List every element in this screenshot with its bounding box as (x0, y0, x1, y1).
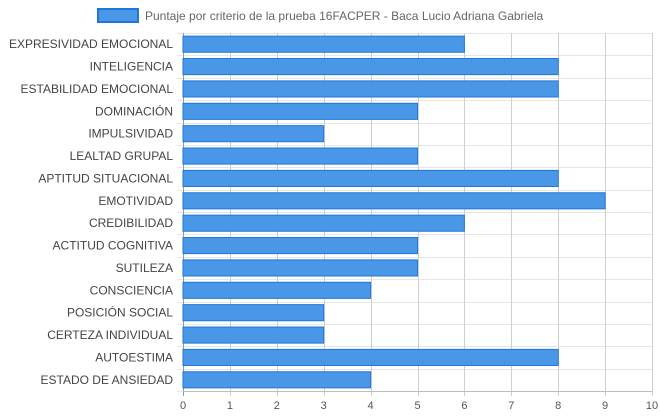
x-tick-label: 8 (555, 400, 561, 412)
category-label: DOMINACIÓN (95, 103, 173, 118)
category-label: IMPULSIVIDAD (88, 127, 173, 141)
bar[interactable] (182, 58, 559, 76)
category-label: EXPRESIVIDAD EMOCIONAL (9, 37, 173, 51)
bar[interactable] (182, 169, 559, 187)
category-label: CONSCIENCIA (90, 283, 173, 297)
x-tick-label: 7 (508, 400, 514, 412)
x-tick-label: 3 (321, 400, 327, 412)
x-tick-label: 4 (368, 400, 374, 412)
category-label: ESTADO DE ANSIEDAD (41, 373, 174, 387)
x-tick-labels: 0 1 2 3 4 5 6 7 8 9 10 (180, 400, 658, 412)
bar[interactable] (182, 259, 418, 277)
bars (182, 35, 606, 389)
bar[interactable] (182, 326, 325, 344)
category-label: CERTEZA INDIVIDUAL (47, 328, 173, 342)
bar[interactable] (182, 192, 606, 210)
category-label: AUTOESTIMA (95, 350, 173, 364)
bar[interactable] (182, 80, 559, 98)
category-label: POSICIÓN SOCIAL (67, 305, 173, 320)
bar[interactable] (182, 281, 372, 299)
grid (177, 33, 653, 396)
category-label: INTELIGENCIA (90, 60, 173, 74)
category-label: APTITUD SITUACIONAL (38, 171, 173, 185)
x-tick-label: 1 (227, 400, 233, 412)
x-tick-label: 10 (646, 400, 658, 412)
category-label: LEALTAD GRUPAL (70, 149, 174, 163)
category-label: SUTILEZA (116, 261, 173, 275)
bar[interactable] (182, 125, 325, 143)
category-label: ESTABILIDAD EMOCIONAL (21, 82, 174, 96)
legend[interactable]: Puntaje por criterio de la prueba 16FACP… (97, 8, 544, 23)
bar[interactable] (182, 35, 465, 53)
bar[interactable] (182, 102, 418, 120)
category-label: ACTITUD COGNITIVA (53, 239, 173, 253)
legend-label: Puntaje por criterio de la prueba 16FACP… (145, 9, 544, 23)
category-labels: EXPRESIVIDAD EMOCIONAL INTELIGENCIA ESTABI… (9, 37, 173, 387)
bar[interactable] (182, 371, 372, 389)
bar[interactable] (182, 237, 418, 255)
category-label: CREDIBILIDAD (89, 216, 173, 230)
category-label: EMOTIVIDAD (98, 194, 173, 208)
x-tick-label: 2 (274, 400, 280, 412)
bar[interactable] (182, 214, 465, 232)
legend-swatch (97, 8, 139, 23)
x-tick-label: 0 (180, 400, 186, 412)
x-tick-label: 5 (414, 400, 420, 412)
bar[interactable] (182, 348, 559, 366)
bar[interactable] (182, 304, 325, 322)
bar[interactable] (182, 147, 418, 165)
x-tick-label: 6 (461, 400, 467, 412)
x-tick-label: 9 (602, 400, 608, 412)
